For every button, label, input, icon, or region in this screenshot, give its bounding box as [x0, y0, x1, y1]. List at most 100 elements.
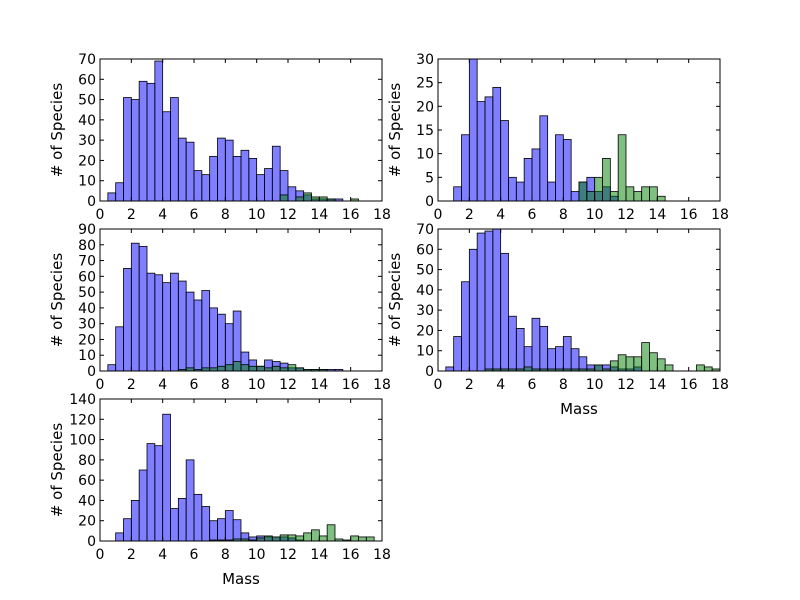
histogram-bar: [256, 174, 265, 202]
x-tick-label: 10: [248, 377, 266, 393]
histogram-bar: [609, 360, 619, 372]
histogram-bar: [232, 361, 242, 372]
y-axis-label: # of Species: [48, 83, 66, 177]
histogram-bar: [170, 97, 179, 202]
histogram-bar: [170, 272, 179, 372]
histogram-bar: [287, 364, 297, 372]
histogram-bar: [209, 307, 218, 372]
y-tick-label: 20: [78, 514, 96, 530]
histogram-bar: [555, 346, 564, 372]
histogram-bar: [350, 535, 359, 542]
x-tick-label: 8: [221, 207, 230, 223]
x-tick-label: 18: [373, 377, 391, 393]
y-tick-label: 70: [78, 254, 96, 270]
histogram-bar: [170, 508, 179, 542]
x-tick-label: 16: [342, 207, 360, 223]
histogram-bar: [641, 342, 650, 372]
x-tick-label: 6: [190, 377, 199, 393]
histogram-bar: [664, 364, 674, 372]
y-tick-label: 90: [78, 222, 96, 238]
histogram-bar: [468, 248, 478, 372]
histogram-bar: [209, 155, 218, 202]
x-tick-label: 12: [617, 207, 635, 223]
histogram-bar: [107, 364, 117, 372]
histogram-bar: [123, 268, 132, 372]
y-axis-label: # of Species: [386, 83, 404, 177]
histogram-bar: [649, 352, 658, 372]
histogram-bar: [193, 493, 203, 542]
y-tick-label: 40: [78, 493, 96, 509]
histogram-bar: [515, 181, 525, 202]
x-tick-label: 8: [559, 207, 568, 223]
axes-frame: [437, 228, 721, 372]
histogram-bar: [224, 139, 234, 202]
x-tick-label: 8: [221, 377, 230, 393]
chart-panel-bottom-left: 0 2 4 6 8 10 12 14 16 18 0 20 40 60 80 100 120 140# of Sp…: [48, 392, 391, 588]
x-tick-label: 8: [221, 547, 230, 563]
histogram-bar: [508, 176, 517, 202]
y-tick-label: 15: [416, 123, 434, 139]
x-tick-label: 2: [127, 547, 136, 563]
histogram-bar: [162, 282, 171, 372]
y-tick-label: 5: [425, 170, 434, 186]
y-tick-label: 25: [416, 76, 434, 92]
x-tick-label: 4: [158, 547, 167, 563]
histogram-bar: [570, 348, 580, 372]
histogram-bar: [586, 191, 596, 202]
histogram-bar: [177, 137, 187, 202]
y-tick-label: 140: [69, 392, 96, 408]
x-tick-label: 16: [680, 207, 698, 223]
x-tick-label: 12: [279, 207, 297, 223]
histogram-bar: [531, 317, 541, 372]
histogram-bar: [523, 366, 533, 372]
histogram-bar: [217, 365, 226, 372]
y-tick-label: 10: [416, 147, 434, 163]
histogram-bar: [224, 323, 234, 372]
x-tick-label: 2: [127, 207, 136, 223]
histogram-bar: [625, 186, 635, 202]
y-tick-label: 0: [87, 194, 96, 210]
histogram-bar: [476, 232, 486, 372]
y-tick-label: 50: [78, 93, 96, 109]
x-tick-label: 10: [248, 547, 266, 563]
histogram-bar: [193, 170, 203, 202]
histogram-bar: [154, 60, 164, 202]
y-tick-label: 10: [416, 344, 434, 360]
histogram-bar: [547, 181, 556, 202]
histogram-bar: [570, 191, 580, 202]
histogram-bar: [146, 82, 156, 202]
histogram-bar: [123, 518, 132, 542]
x-tick-label: 14: [310, 547, 328, 563]
y-axis-label: # of Species: [386, 253, 404, 347]
x-tick-label: 18: [373, 547, 391, 563]
histogram-bar: [248, 365, 258, 372]
axes-frame: [99, 228, 383, 372]
y-tick-label: 40: [78, 301, 96, 317]
y-tick-label: 50: [416, 263, 434, 279]
y-tick-label: 0: [425, 364, 434, 380]
histogram-bar: [130, 500, 140, 542]
histogram-bar: [287, 534, 297, 542]
histogram-bar: [287, 186, 297, 202]
chart-panel-top-right: 0 2 4 6 8 10 12 14 16 18 0 5 10 15 20 25 30 # of Species: [386, 52, 729, 223]
histogram-bar: [240, 364, 250, 372]
x-tick-label: 14: [310, 377, 328, 393]
histogram-bar: [539, 115, 549, 202]
histogram-bar: [311, 529, 320, 542]
x-tick-label: 6: [190, 547, 199, 563]
y-tick-label: 40: [78, 113, 96, 129]
histogram-bar: [633, 191, 643, 202]
x-tick-label: 4: [158, 207, 167, 223]
y-tick-label: 0: [425, 194, 434, 210]
histogram-bar: [500, 252, 509, 372]
histogram-bar: [185, 291, 195, 372]
histogram-bar: [641, 186, 650, 202]
histogram-bar: [445, 366, 455, 372]
x-tick-label: 10: [586, 377, 604, 393]
histogram-bar: [500, 120, 509, 202]
x-tick-label: 18: [711, 377, 729, 393]
histogram-bar: [115, 182, 124, 202]
y-axis-label: # of Species: [48, 423, 66, 517]
histogram-bar: [217, 313, 226, 372]
histogram-bar: [295, 535, 305, 542]
